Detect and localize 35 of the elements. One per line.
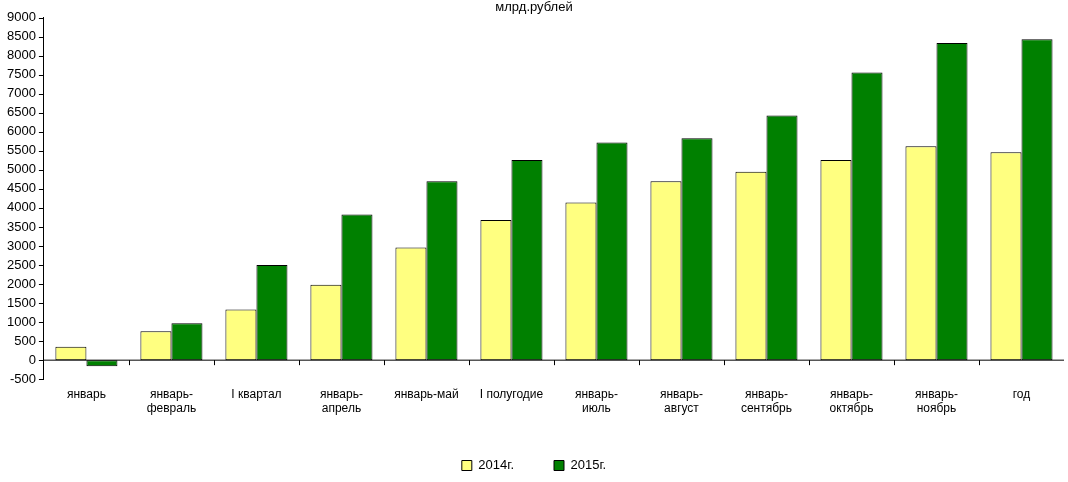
x-tick-label: январь-август [659,386,703,416]
y-tick-label: 5500 [7,142,36,158]
legend-label: 2015г. [570,457,607,473]
x-tick-label: январь-февраль [146,386,197,416]
y-tick-label: 4000 [7,199,36,215]
y-tick-label: 1000 [7,313,36,329]
x-tick-label: январь-май [394,386,459,401]
y-tick-label: 1500 [7,294,36,310]
x-tick-label: январь-июль [574,386,618,416]
y-tick-label: 4500 [7,180,36,196]
y-tick-label: 2500 [7,256,36,272]
y-tick-label: 0 [28,351,36,367]
y-tick-label: 3000 [7,237,36,253]
y-tick-label: 8000 [7,47,36,63]
y-tick-label: 6000 [7,123,36,139]
x-tick-label: январь [66,386,106,401]
x-tick-label: январь-ноябрь [915,386,958,416]
y-tick-label: 3500 [7,218,36,234]
y-tick-label: 9000 [7,9,36,25]
y-tick-label: -500 [9,370,36,386]
y-tick-label: 5000 [7,161,36,177]
y-tick-label: 6500 [7,104,36,120]
y-tick-label: 7500 [7,66,36,82]
chart-title: млрд.рублей [495,0,573,15]
x-tick-label: январь-апрель [319,386,363,416]
x-tick-label: I квартал [231,386,282,401]
x-tick-label: январь-сентябрь [740,386,793,416]
x-tick-label: год [1012,386,1031,401]
legend-label: 2014г. [478,457,514,473]
y-tick-label: 7000 [7,85,36,101]
x-tick-label: I полугодие [479,386,544,401]
y-tick-label: 8500 [7,28,36,44]
x-tick-label: январь-октябрь [829,386,874,416]
y-tick-label: 500 [14,332,36,348]
y-tick-label: 2000 [7,275,36,291]
